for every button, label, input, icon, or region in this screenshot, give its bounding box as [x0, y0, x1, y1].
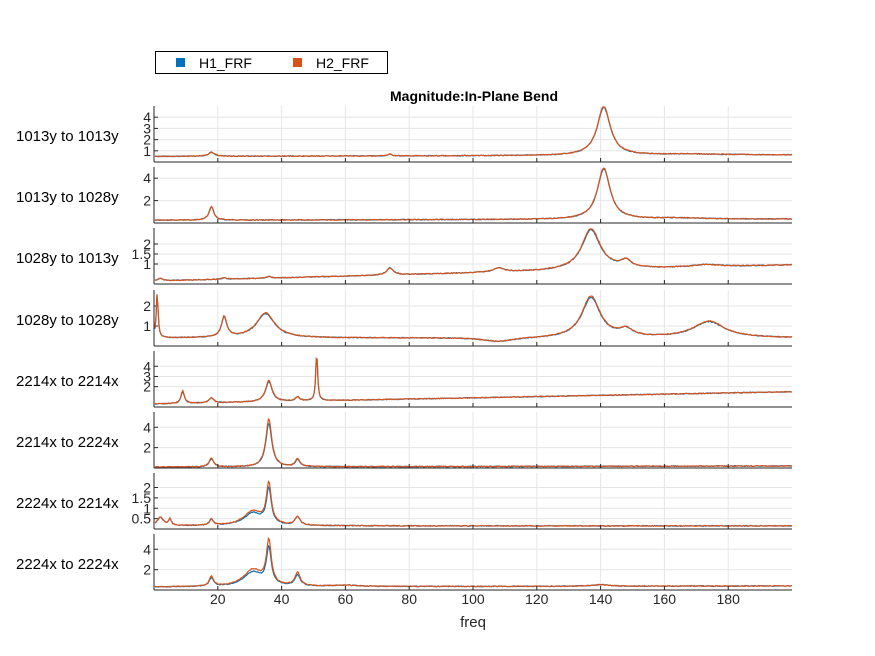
y-tick-label: 1 — [143, 256, 151, 272]
panel-label: 1028y to 1013y — [16, 250, 119, 267]
series-line-h2 — [154, 106, 793, 158]
subplot-2: 2 4 1013y to 1028y — [16, 167, 793, 224]
y-tick-label: 4 — [143, 541, 151, 557]
y-tick-label: 2 — [143, 440, 151, 456]
legend-swatch-h1 — [176, 58, 185, 67]
legend-label-h1: H1_FRF — [199, 55, 252, 71]
y-tick-label: 2 — [143, 193, 151, 209]
series-line-h2 — [154, 294, 793, 343]
y-tick-label: 1.5 — [132, 246, 152, 262]
x-tick-label: 140 — [589, 591, 613, 607]
x-tick-label: 100 — [461, 591, 485, 607]
y-tick-label: 1 — [143, 500, 151, 516]
y-tick-label: 4 — [143, 419, 151, 435]
subplot-3: 11.52 1028y to 1013y — [16, 228, 793, 285]
x-axis-label: freq — [460, 614, 486, 631]
series-line-h2 — [154, 228, 793, 282]
y-tick-label: 1 — [143, 318, 151, 334]
y-tick-label: 3 — [143, 120, 151, 136]
y-tick-label: 2 — [143, 480, 151, 496]
x-tick-label: 40 — [274, 591, 290, 607]
legend[interactable]: H1_FRF H2_FRF — [155, 51, 388, 74]
x-tick-label: 80 — [401, 591, 417, 607]
x-tick-label: 180 — [717, 591, 741, 607]
x-axis: 20 40 60 80 100 120 140 160 180 — [210, 591, 740, 607]
x-tick-label: 160 — [653, 591, 677, 607]
y-tick-label: 4 — [143, 109, 151, 125]
panel-label: 1028y to 1028y — [16, 312, 119, 329]
x-tick-label: 60 — [338, 591, 354, 607]
series-line-h2 — [154, 357, 793, 405]
y-tick-label: 1.5 — [132, 490, 152, 506]
panel-label: 2224x to 2214x — [16, 495, 119, 512]
panel-label: 2214x to 2214x — [16, 373, 119, 390]
legend-label-h2: H2_FRF — [316, 55, 369, 71]
y-tick-label: 2 — [143, 132, 151, 148]
chart-title: Magnitude:In-Plane Bend — [390, 88, 558, 104]
subplot-5: 234 2214x to 2214x — [16, 351, 793, 408]
y-tick-label: 1 — [143, 143, 151, 159]
x-tick-label: 20 — [210, 591, 226, 607]
subplot-4: 1 2 1028y to 1028y — [16, 290, 793, 347]
panel-label: 1013y to 1028y — [16, 189, 119, 206]
x-tick-label: 120 — [525, 591, 549, 607]
legend-item-h1[interactable]: H1_FRF — [176, 55, 252, 71]
y-tick-label: 3 — [143, 368, 151, 384]
subplot-7: 0.511.52 2224x to 2214x — [16, 473, 793, 530]
subplot-8: 2 4 2224x to 2224x — [16, 534, 793, 591]
subplot-6: 2 4 2214x to 2224x — [16, 412, 793, 469]
panel-label: 2224x to 2224x — [16, 556, 119, 573]
y-tick-label: 4 — [143, 358, 151, 374]
y-tick-label: 2 — [143, 236, 151, 252]
y-tick-label: 2 — [143, 562, 151, 578]
panel-label: 1013y to 1013y — [16, 128, 119, 145]
legend-item-h2[interactable]: H2_FRF — [293, 55, 369, 71]
y-tick-label: 2 — [143, 298, 151, 314]
legend-swatch-h2 — [293, 58, 302, 67]
y-tick-label: 0.5 — [132, 511, 152, 527]
y-tick-label: 4 — [143, 170, 151, 186]
panel-label: 2214x to 2224x — [16, 434, 119, 451]
y-tick-label: 2 — [143, 379, 151, 395]
